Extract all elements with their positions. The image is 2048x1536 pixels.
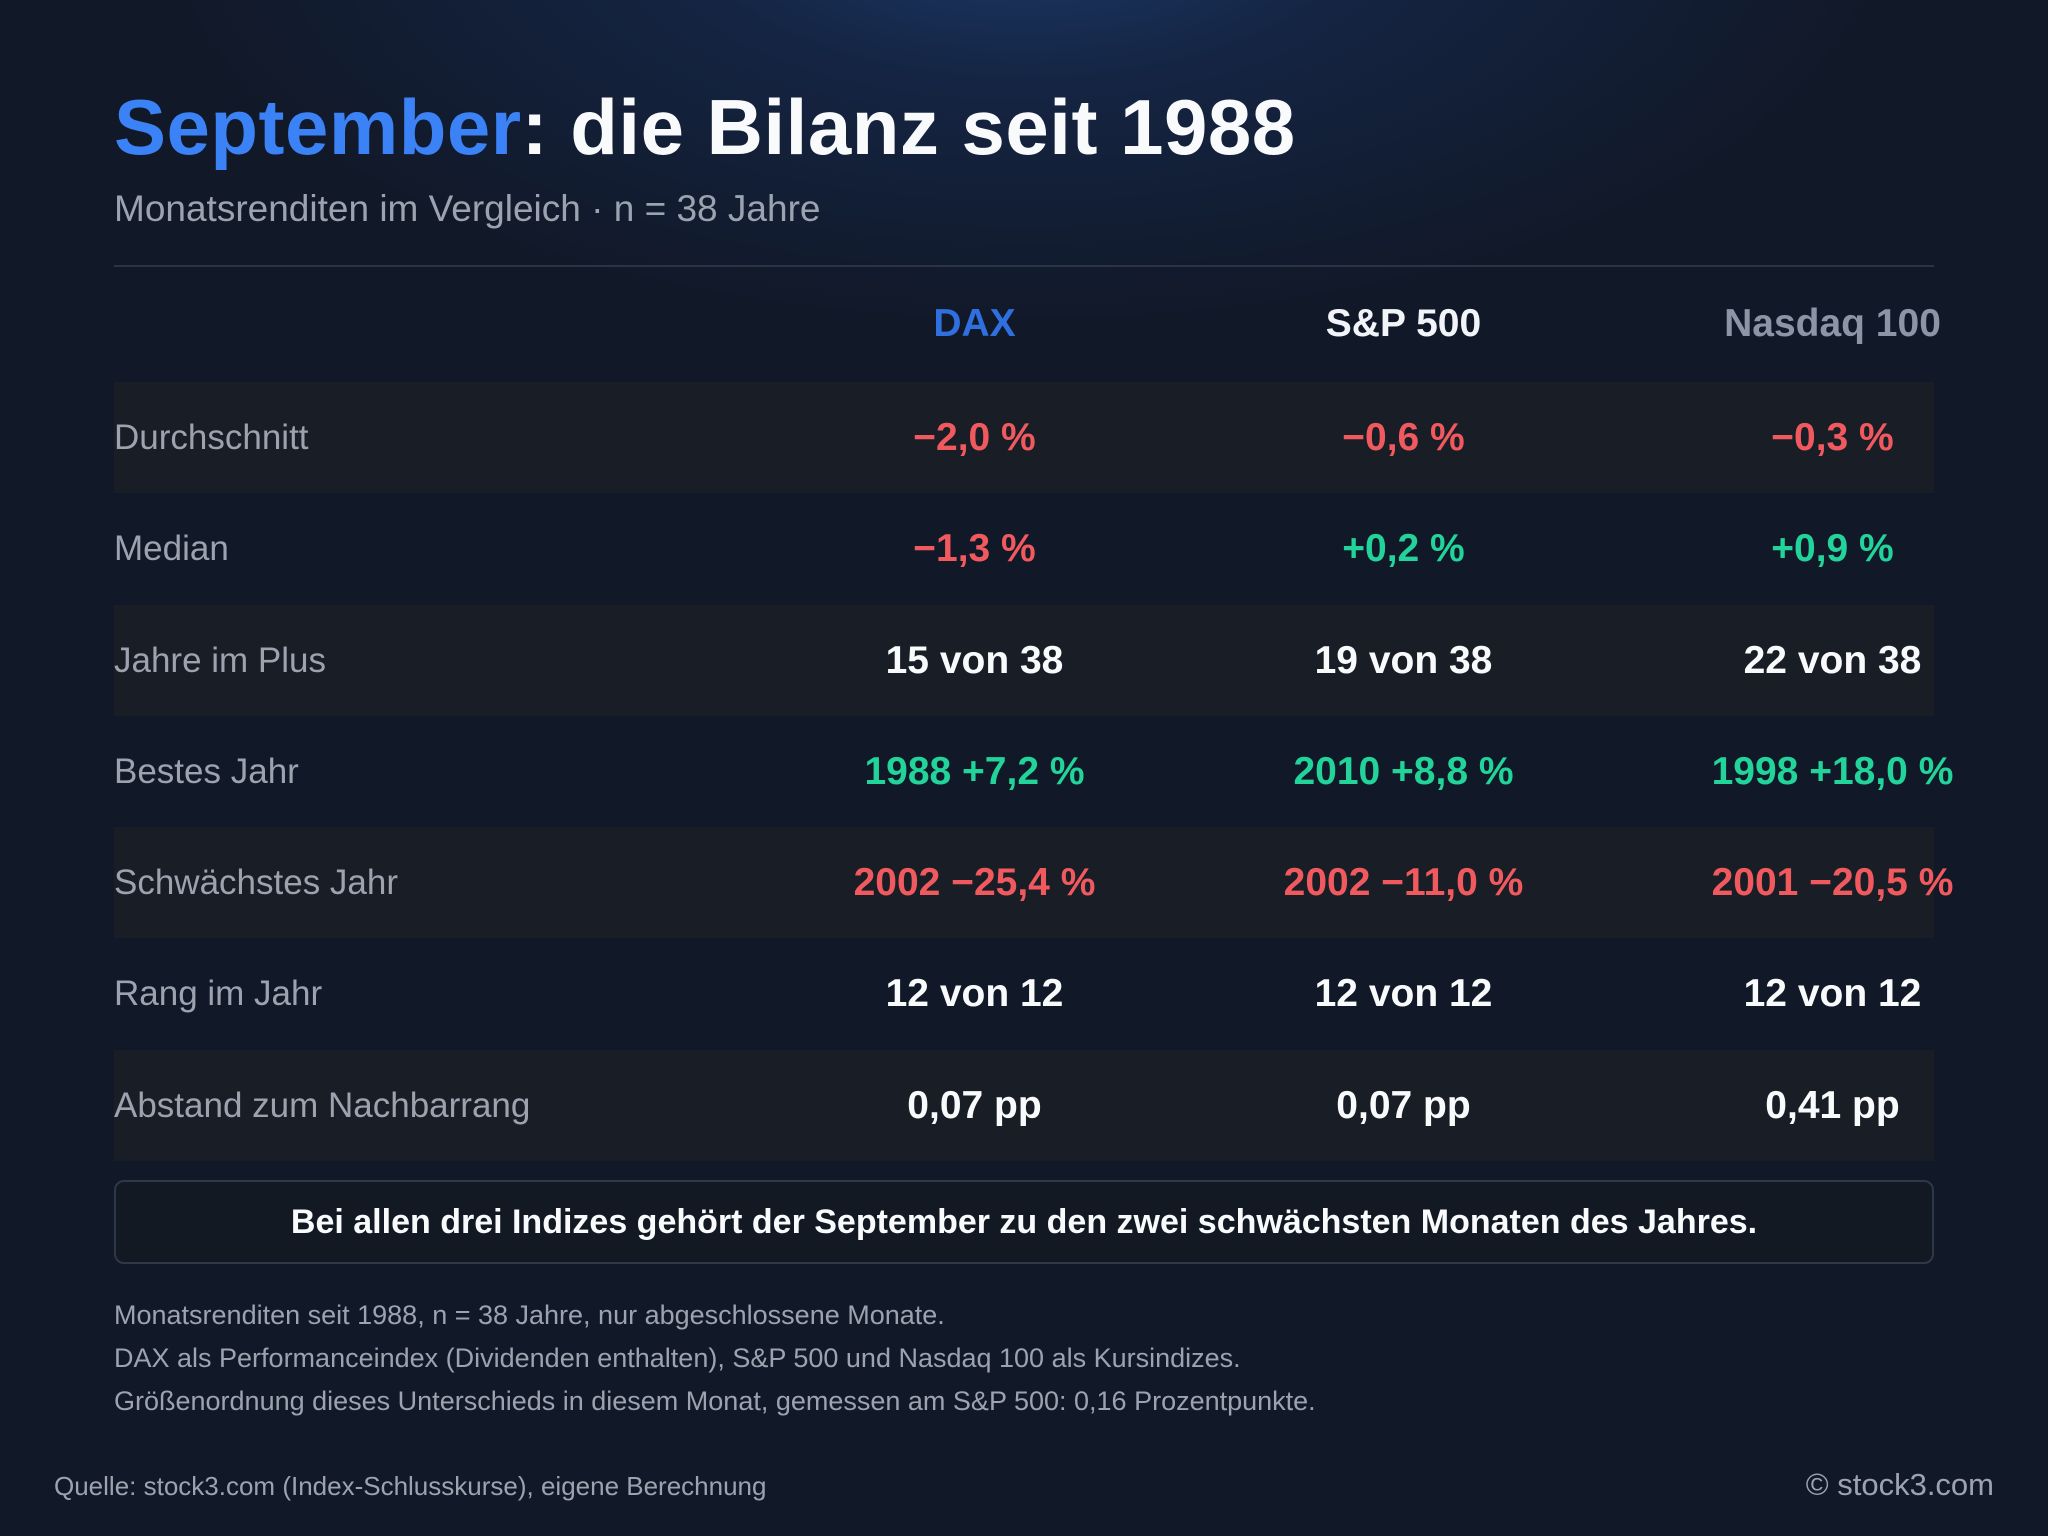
cell-nasdaq100: −0,3 % <box>1771 416 1894 459</box>
row-label: Jahre im Plus <box>114 641 327 680</box>
cell-dax: −2,0 % <box>913 416 1036 459</box>
cell-sp500: 19 von 38 <box>1314 639 1493 682</box>
footnotes: Monatsrenditen seit 1988, n = 38 Jahre, … <box>114 1294 1316 1423</box>
cell-nasdaq100: 22 von 38 <box>1743 639 1922 682</box>
cell-nasdaq100: 0,41 pp <box>1765 1084 1900 1127</box>
table-row-abstand-zum-nachbarrang: Abstand zum Nachbarrang 0,07 pp 0,07 pp … <box>114 1050 1934 1161</box>
footnote-line: Monatsrenditen seit 1988, n = 38 Jahre, … <box>114 1300 945 1330</box>
cell-nasdaq100: 12 von 12 <box>1743 972 1922 1015</box>
table-row-schwaechstes-jahr: Schwächstes Jahr 2002 −25,4 % 2002 −11,0… <box>114 827 1953 938</box>
cell-sp500: +0,2 % <box>1342 527 1465 570</box>
cell-dax: 12 von 12 <box>885 972 1064 1015</box>
summary-callout: Bei allen drei Indizes gehört der Septem… <box>114 1180 1934 1264</box>
table-row-bestes-jahr: Bestes Jahr 1988 +7,2 % 2010 +8,8 % 1998… <box>114 716 1953 827</box>
cell-nasdaq100: +0,9 % <box>1771 527 1894 570</box>
table-row-jahre-im-plus: Jahre im Plus 15 von 38 19 von 38 22 von… <box>114 605 1934 716</box>
cell-dax: 15 von 38 <box>885 639 1064 682</box>
cell-dax: 2002 −25,4 % <box>853 861 1096 904</box>
cell-sp500: 2002 −11,0 % <box>1283 861 1524 904</box>
footnote-line: Größenordnung dieses Unterschieds in die… <box>114 1386 1316 1416</box>
cell-sp500: 0,07 pp <box>1336 1084 1471 1127</box>
row-label: Median <box>114 529 229 568</box>
column-header-nasdaq100: Nasdaq 100 <box>1724 302 1941 345</box>
cell-nasdaq100: 2001 −20,5 % <box>1711 861 1954 904</box>
cell-sp500: −0,6 % <box>1342 416 1465 459</box>
row-label: Abstand zum Nachbarrang <box>114 1086 531 1125</box>
row-label: Rang im Jahr <box>114 974 323 1013</box>
table-row-median: Median −1,3 % +0,2 % +0,9 % <box>114 493 1934 604</box>
subtitle: Monatsrenditen im Vergleich · n = 38 Jah… <box>114 188 821 229</box>
table-row-rang-im-jahr: Rang im Jahr 12 von 12 12 von 12 12 von … <box>114 938 1934 1049</box>
row-label: Bestes Jahr <box>114 752 299 791</box>
column-header-sp500: S&P 500 <box>1325 302 1482 345</box>
cell-sp500: 2010 +8,8 % <box>1293 750 1514 793</box>
cell-dax: −1,3 % <box>913 527 1036 570</box>
copyright-note: © stock3.com <box>1805 1467 1994 1502</box>
footnote-line: DAX als Performanceindex (Dividenden ent… <box>114 1343 1241 1373</box>
row-label: Durchschnitt <box>114 418 309 457</box>
row-label: Schwächstes Jahr <box>114 863 399 902</box>
source-note: Quelle: stock3.com (Index-Schlusskurse),… <box>54 1471 767 1501</box>
title-rest: : die Bilanz seit 1988 <box>521 83 1296 171</box>
column-header-dax: DAX <box>933 302 1016 345</box>
cell-nasdaq100: 1998 +18,0 % <box>1711 750 1954 793</box>
cell-dax: 0,07 pp <box>907 1084 1042 1127</box>
cell-dax: 1988 +7,2 % <box>864 750 1085 793</box>
page-title: September: die Bilanz seit 1988 <box>114 82 1296 172</box>
title-accent: September <box>114 83 522 171</box>
cell-sp500: 12 von 12 <box>1314 972 1493 1015</box>
table-row-durchschnitt: Durchschnitt −2,0 % −0,6 % −0,3 % <box>114 382 1934 493</box>
header-divider <box>114 265 1934 267</box>
